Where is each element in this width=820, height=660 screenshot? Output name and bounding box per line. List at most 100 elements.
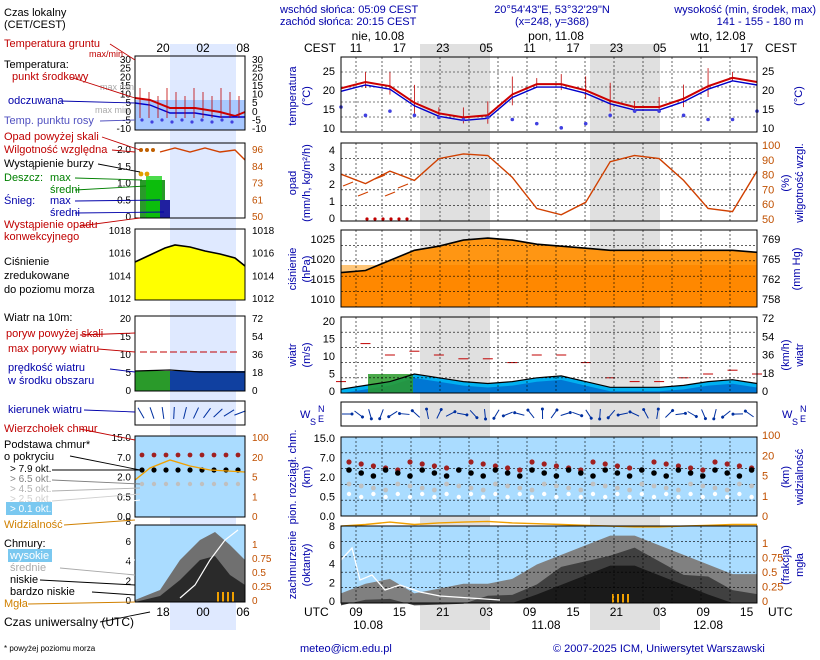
cloud-base-dot: [687, 470, 694, 476]
wind-dir-arrow: [526, 408, 535, 419]
wind-arrow-shaft: [514, 412, 525, 416]
legend-tick-hum-r: 84: [252, 162, 264, 173]
wind-dir-arrow: [354, 410, 364, 419]
legend-wind-arrow: [137, 407, 145, 419]
cloud-base-dot: [700, 483, 706, 489]
precip-occ-dot: [373, 217, 377, 221]
cloud-base-dot: [443, 473, 450, 479]
fog-bar: [617, 594, 619, 603]
cloud-base-dot: [541, 481, 547, 487]
legend-soil-maxmin: max/min: [89, 49, 123, 59]
wind-arrow-head: [387, 415, 391, 419]
axis-tick-press-right: 769: [762, 234, 780, 246]
legend-cloudtop-dot: [223, 452, 229, 458]
cloud-base-dot: [663, 485, 669, 491]
cloud-base-dot: [431, 470, 438, 476]
axis-tick-temp-left: 15: [323, 104, 335, 116]
cloud-base-dot: [553, 473, 560, 479]
legend-tick-vis-r: 20: [252, 453, 264, 464]
cloud-panel-fill: [341, 437, 757, 516]
sunset-text: zachód słońca: 20:15 CEST: [280, 16, 417, 28]
legend-base-dot: [211, 481, 217, 487]
legend-base-dot: [151, 467, 157, 473]
day-top-label: pon, 11.08: [528, 29, 584, 43]
legend-dewpoint: Temp. punktu rosy: [4, 115, 94, 127]
legend-tick-cover: 8: [125, 517, 131, 528]
legend-pressure-fill: [135, 245, 245, 300]
legend-tick-wind-r: 72: [252, 314, 264, 325]
precip-occ-dot: [397, 217, 401, 221]
legend-tick-temp: 15: [120, 81, 132, 92]
wind-dir-arrow: [445, 410, 457, 417]
cloud-base-dot: [712, 485, 718, 491]
legend-leader-line: [91, 591, 136, 596]
cloud-base-dot: [383, 494, 388, 500]
cloud-base-dot: [468, 470, 474, 476]
label-vis-unit: (km): [780, 466, 792, 488]
legend-cloudtop-dot: [151, 452, 157, 458]
legend-wind-arrow: [161, 406, 165, 420]
axis-tick-cover-left: 4: [329, 559, 335, 571]
axis-tick-humidity-right: 50: [762, 214, 774, 226]
axis-tick-humidity-right: 90: [762, 155, 774, 167]
legend-cloud-level-3: bardzo niskie: [10, 586, 75, 598]
axis-tick-fog-right: 1: [762, 538, 768, 550]
legend-arrow-shaft: [223, 409, 235, 417]
cloud-base-dot: [517, 485, 523, 491]
wind-arrow-shaft: [411, 410, 421, 418]
axis-tick-wind-right: 72: [762, 313, 774, 325]
legend-cloud-fill: [135, 436, 245, 517]
wind-dir-arrow: [721, 410, 731, 419]
wind-arrow-shaft: [379, 409, 384, 419]
footer-email[interactable]: meteo@icm.edu.pl: [300, 643, 392, 655]
wind-arrow-head: [465, 413, 469, 417]
legend-vis-white: [179, 529, 239, 599]
cloud-base-dot: [468, 491, 474, 497]
cloud-base-dot: [663, 473, 669, 479]
tick-top: 23: [436, 41, 450, 55]
wind-arrow-head: [513, 411, 517, 415]
wind-arrow-shaft: [722, 410, 731, 418]
legend-border-dir: [134, 400, 246, 426]
cloud-base-dot: [493, 481, 498, 487]
panel-cloud-border: [340, 436, 758, 517]
label-pressure-mm: (mm Hg): [791, 248, 803, 291]
legend-pressure-line: [134, 244, 246, 267]
cloud-base-dot: [456, 467, 462, 473]
wind-arrow-head: [721, 415, 725, 419]
cloud-base-dot: [712, 491, 718, 497]
wind-dir-arrow: [513, 411, 525, 416]
cloud-base-dot: [749, 494, 754, 500]
axis-tick-wind-right: 0: [762, 386, 768, 398]
cloud-base-dot: [724, 487, 730, 493]
dewpoint-dot: [706, 117, 710, 122]
wind-arrow-head: [350, 412, 354, 416]
wind-arrow-head: [606, 416, 610, 420]
legend-soil-temp: Temperatura gruntu: [4, 38, 100, 50]
cloud-base-dot: [554, 483, 559, 489]
cloud-base-dot: [737, 481, 742, 487]
temp-line: [340, 76, 758, 119]
cloud-base-dot: [736, 473, 743, 479]
legend-tick-cloud: 7.0: [117, 453, 131, 464]
cloud-base-dot: [395, 470, 401, 476]
axis-tick-temp-right: 10: [762, 123, 774, 135]
legend-tick-fog-r: 0.5: [252, 568, 266, 579]
dewpoint-dot: [486, 115, 490, 120]
cloud-base-dot: [725, 494, 730, 500]
cloud-top-dot: [505, 465, 511, 471]
legend-border-cover: [134, 524, 246, 603]
legend-tick-wind-r: 0: [252, 386, 258, 397]
legend-storm: Wystąpienie burzy: [4, 158, 94, 170]
cloud-base-dot: [358, 470, 365, 476]
dewpoint-dot: [437, 115, 441, 120]
tick-top: 11: [350, 41, 363, 55]
wind-dir-arrow: [483, 408, 488, 421]
tick-bottom: 15: [566, 605, 580, 619]
legend-leader-line: [109, 43, 136, 61]
legend-temp-maxmin: max min: [100, 82, 134, 92]
wind-arrow-head: [703, 417, 707, 421]
wind-arrow-head: [712, 417, 716, 421]
wind-arrow-shaft: [572, 411, 582, 417]
wind-arrow-head: [568, 411, 572, 415]
